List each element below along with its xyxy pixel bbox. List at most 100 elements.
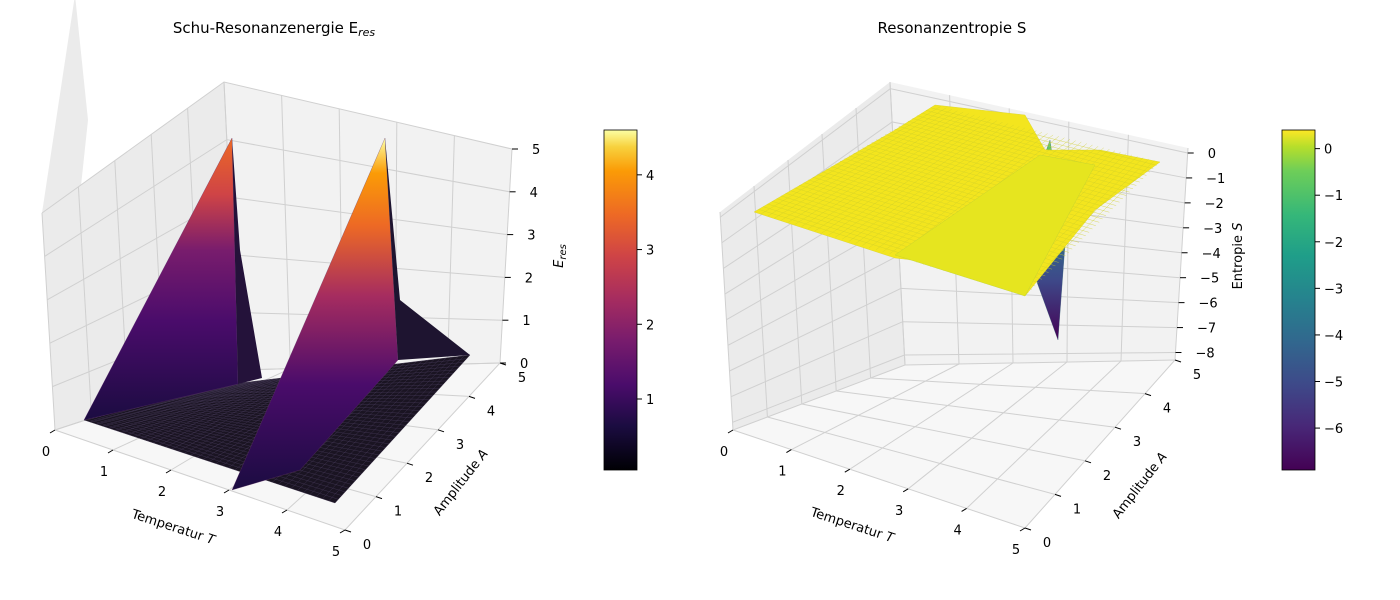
x-tick-label: 3 [895,504,903,519]
colorbar-tick-label: −2 [1324,236,1343,251]
floor-grid-x [966,360,1122,509]
x-tick-label: 5 [332,545,340,560]
surface-mesh-line [925,110,1154,169]
y-axis-label: Amplitude A [1110,450,1171,522]
y-tick-label: 0 [363,538,371,553]
x-tick-label: 1 [100,465,108,480]
y-tick-label: 4 [1163,402,1171,417]
surface-mesh-line [87,418,339,500]
surface-mesh-line [885,134,1123,200]
left-grid-y [77,186,93,419]
z-tick-label: −4 [1202,247,1221,262]
colorbar-tick-label: 4 [646,169,654,184]
plot-energy-title: Schu-Resonanzenergie Eres [173,19,376,39]
surface-mesh-line [916,115,1147,176]
y-tick-mark [344,529,352,533]
y-tick-mark [1054,493,1062,497]
plot-entropy: Resonanzentropie S 0 1 2 3 4 5 0 1 2 3 4 5 −8 −7 −6 −5 −… [719,19,1343,558]
colorbar-tick-label: −6 [1324,422,1343,437]
z-tick-label: 1 [522,314,530,329]
x-tick-label: 4 [274,525,282,540]
surface-mesh-line [106,414,356,481]
x-tick-mark [961,507,967,512]
z-tick-label: 2 [525,271,533,286]
y-tick-mark [1024,527,1032,531]
surface-mesh-line [912,118,1144,179]
floor-grid-y [732,429,1026,529]
x-axis-label: Temperatur T [129,507,218,549]
surface-mesh-line [132,408,379,456]
y-tick-label: 1 [1073,502,1081,517]
y-tick-label: 4 [487,404,495,419]
floor-grid-x [732,364,906,431]
floor-grid-x [907,361,1068,490]
x-tick-label: 2 [158,485,166,500]
z-grid [732,352,1176,423]
x-tick-label: 3 [216,505,224,520]
surface-mesh-line [98,416,349,489]
energy-colorbar [603,129,638,471]
energy-colorbar-ticks: 1 2 3 4 [637,169,654,408]
x-tick-label: 0 [720,445,728,460]
back-grid-x [447,135,455,365]
z-grid [41,81,513,214]
y-tick-mark [1174,359,1182,363]
x-tick-mark [844,468,851,473]
y-tick-label: 1 [394,505,402,520]
surface-mesh-line [91,418,342,496]
plot-entropy-title: Resonanzentropie S [878,19,1027,37]
surface-mesh-line [894,128,1130,193]
x-axis-label: Temperatur T [808,505,897,547]
z-tick-label: 4 [530,186,538,201]
surface-mesh-line [95,417,346,493]
surface-mesh-line [128,409,376,459]
x-tick-label: 4 [953,523,961,538]
y-tick-label: 3 [456,438,464,453]
floor-grid-y [836,390,1116,428]
surface-mesh-line [109,413,359,478]
z-tick-label: −8 [1195,347,1214,362]
x-tick-label: 5 [1012,543,1020,558]
x-tick-label: 0 [42,445,50,460]
floor-grid-y [904,359,1176,366]
y-tick-mark [406,462,414,466]
y-tick-label: 2 [1103,469,1111,484]
entropy-gridlines [719,81,1189,529]
colorbar-tick-label: −3 [1324,282,1343,297]
y-tick-mark [437,429,445,433]
z-tick-label: 3 [527,229,535,244]
floor-grid-y [870,377,1146,395]
colorbar-tick-label: 0 [1324,143,1332,158]
colorbar-tick-label: −4 [1324,329,1343,344]
z-grid [730,321,1177,398]
x-tick-mark [165,469,172,474]
floor-grid-x [791,363,960,451]
y-tick-mark [468,395,476,399]
floor-grid-y [54,429,346,531]
surface-mesh-line [102,415,352,485]
floor-grid-y [801,403,1086,462]
entropy-pane-floor [733,360,1175,528]
z-tick-label: 5 [532,143,540,158]
surface-mesh-line [124,409,373,463]
entropy-colorbar-ticks: 0 −1 −2 −3 −4 −5 −6 [1315,143,1343,437]
z-tick-label: −7 [1197,322,1216,337]
x-tick-mark [49,429,56,434]
surface-mesh-line [921,112,1150,173]
z-axis-label: Entropie S [1231,223,1246,290]
back-grid-x [281,95,291,369]
x-tick-mark [339,529,346,534]
colorbar-tick-label: −5 [1324,376,1343,391]
colorbar-tick-label: −1 [1324,189,1343,204]
surface-mesh-line [117,411,366,470]
z-tick-label: 0 [520,357,528,372]
y-tick-label: 2 [425,471,433,486]
floor-grid-x [849,362,1014,470]
surface-mesh-line [903,123,1137,186]
energy-ridge-left-shadow [232,138,262,384]
x-tick-label: 2 [837,484,845,499]
floor-grid-y [767,416,1056,495]
x-tick-mark [281,509,288,514]
y-tick-mark [1084,460,1092,464]
